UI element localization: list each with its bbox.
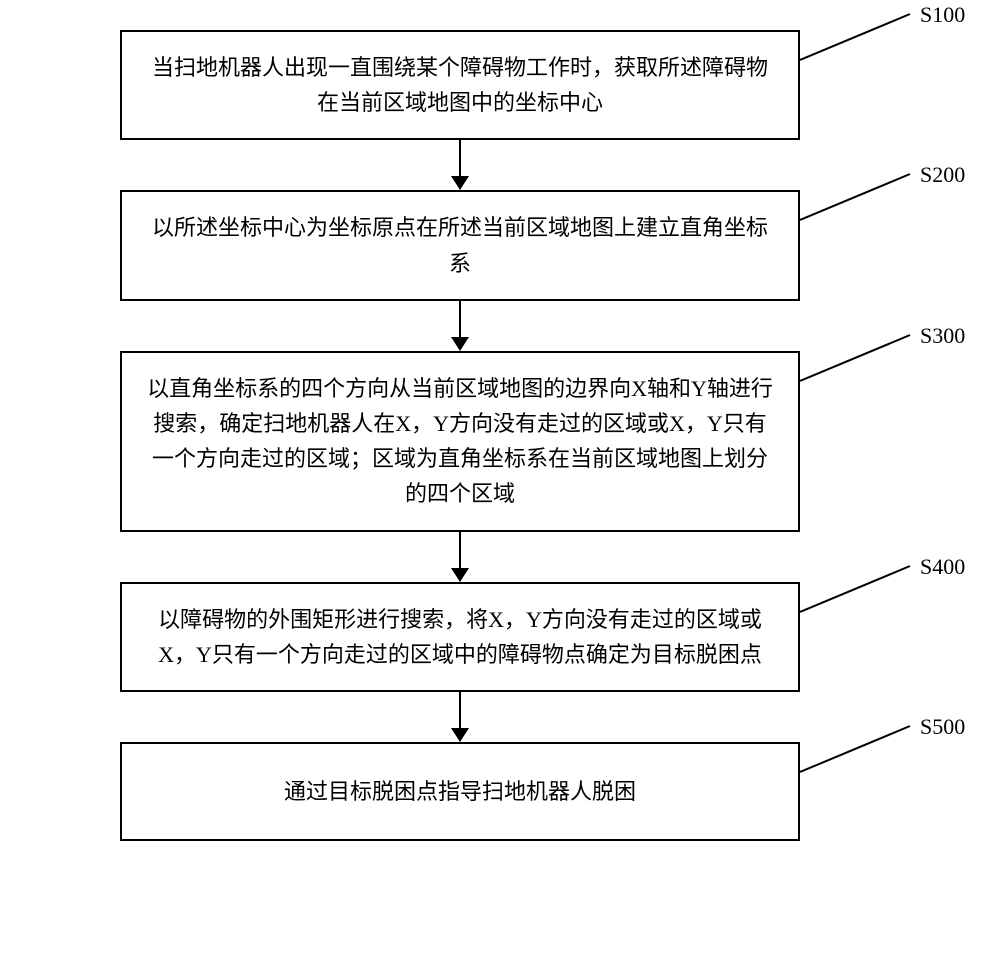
arrow-line-2 <box>459 301 461 337</box>
step-text-s300: 以直角坐标系的四个方向从当前区域地图的边界向X轴和Y轴进行搜索，确定扫地机器人在… <box>147 376 773 507</box>
step-label-s300: S300 <box>920 323 965 349</box>
step-label-s100: S100 <box>920 2 965 28</box>
step-text-s200: 以所述坐标中心为坐标原点在所述当前区域地图上建立直角坐标系 <box>152 215 768 275</box>
arrow-head-2 <box>451 337 469 351</box>
arrow-head-4 <box>451 728 469 742</box>
arrow-line-4 <box>459 692 461 728</box>
step-row-s200: 以所述坐标中心为坐标原点在所述当前区域地图上建立直角坐标系 S200 <box>50 190 950 300</box>
step-row-s300: 以直角坐标系的四个方向从当前区域地图的边界向X轴和Y轴进行搜索，确定扫地机器人在… <box>50 351 950 532</box>
step-box-s400: 以障碍物的外围矩形进行搜索，将X，Y方向没有走过的区域或X，Y只有一个方向走过的… <box>120 582 800 692</box>
step-text-s400: 以障碍物的外围矩形进行搜索，将X，Y方向没有走过的区域或X，Y只有一个方向走过的… <box>158 607 762 667</box>
step-row-s400: 以障碍物的外围矩形进行搜索，将X，Y方向没有走过的区域或X，Y只有一个方向走过的… <box>50 582 950 692</box>
arrow-head-3 <box>451 568 469 582</box>
flowchart-container: 当扫地机器人出现一直围绕某个障碍物工作时，获取所述障碍物在当前区域地图中的坐标中… <box>0 0 1000 871</box>
arrow-4 <box>120 692 800 742</box>
step-text-s100: 当扫地机器人出现一直围绕某个障碍物工作时，获取所述障碍物在当前区域地图中的坐标中… <box>152 55 768 115</box>
arrow-1 <box>120 140 800 190</box>
arrow-2 <box>120 301 800 351</box>
step-row-s500: 通过目标脱困点指导扫地机器人脱困 S500 <box>50 742 950 841</box>
step-row-s100: 当扫地机器人出现一直围绕某个障碍物工作时，获取所述障碍物在当前区域地图中的坐标中… <box>50 30 950 140</box>
arrow-3 <box>120 532 800 582</box>
step-box-s200: 以所述坐标中心为坐标原点在所述当前区域地图上建立直角坐标系 <box>120 190 800 300</box>
step-label-s400: S400 <box>920 554 965 580</box>
arrow-line-3 <box>459 532 461 568</box>
step-box-s500: 通过目标脱困点指导扫地机器人脱困 <box>120 742 800 841</box>
arrow-line-1 <box>459 140 461 176</box>
step-label-s500: S500 <box>920 714 965 740</box>
step-label-s200: S200 <box>920 162 965 188</box>
step-box-s300: 以直角坐标系的四个方向从当前区域地图的边界向X轴和Y轴进行搜索，确定扫地机器人在… <box>120 351 800 532</box>
arrow-head-1 <box>451 176 469 190</box>
step-text-s500: 通过目标脱困点指导扫地机器人脱困 <box>284 779 636 804</box>
step-box-s100: 当扫地机器人出现一直围绕某个障碍物工作时，获取所述障碍物在当前区域地图中的坐标中… <box>120 30 800 140</box>
